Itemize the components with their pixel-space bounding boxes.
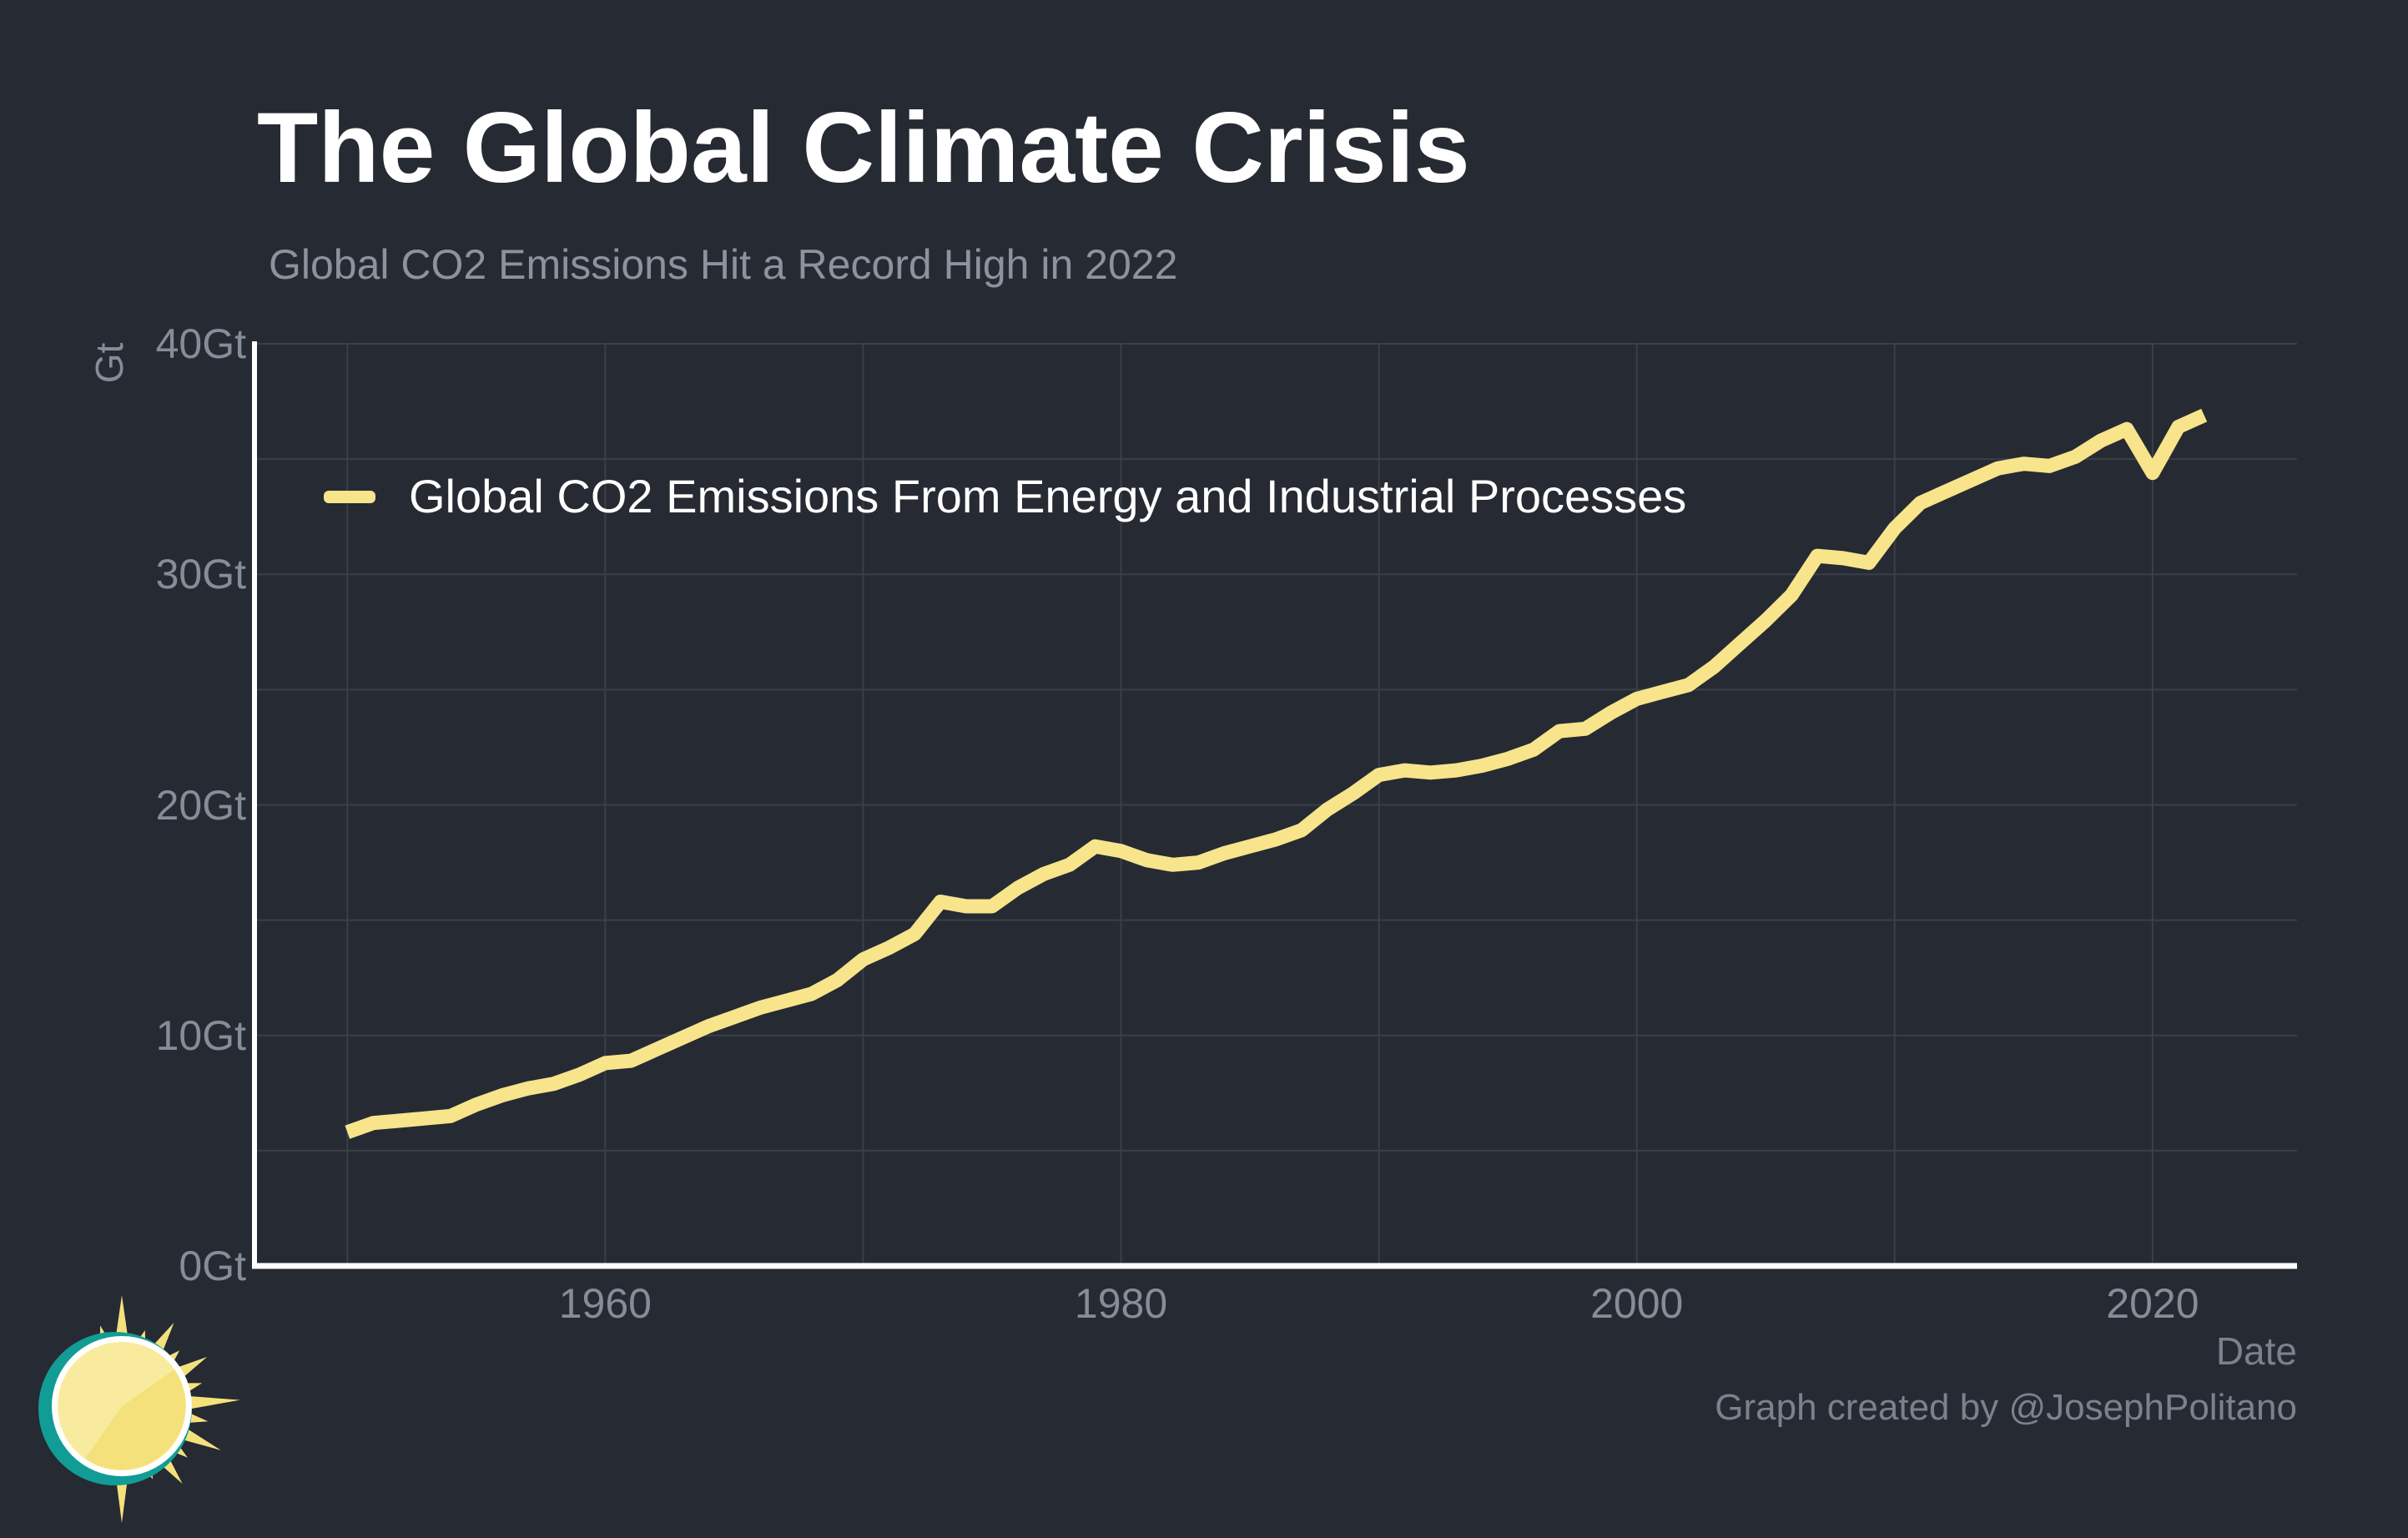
y-tick-label: 20Gt	[155, 781, 246, 829]
x-tick-label: 1980	[1074, 1280, 1168, 1327]
sun-logo	[38, 1295, 240, 1523]
y-axis-title: Gt	[88, 342, 131, 384]
emissions-line	[345, 408, 2208, 1139]
x-tick-label: 2020	[2106, 1280, 2199, 1327]
page-title: The Global Climate Crisis	[257, 92, 1470, 204]
x-axis-title: Date	[2215, 1329, 2297, 1373]
gridlines	[254, 343, 2297, 1266]
page-subtitle: Global CO2 Emissions Hit a Record High i…	[269, 241, 1178, 288]
credit-text: Graph created by @JosephPolitano	[1715, 1387, 2297, 1428]
legend-label: Global CO2 Emissions From Energy and Ind…	[409, 470, 1687, 522]
y-tick-label: 40Gt	[155, 320, 246, 367]
y-tick-label: 10Gt	[155, 1011, 246, 1059]
x-tick-label: 2000	[1590, 1280, 1684, 1327]
y-tick-label: 30Gt	[155, 551, 246, 598]
x-tick-label: 1960	[558, 1280, 652, 1327]
axis-lines	[252, 341, 2297, 1269]
legend: Global CO2 Emissions From Energy and Ind…	[324, 442, 1686, 526]
y-tick-label: 0Gt	[179, 1243, 246, 1289]
legend-swatch	[324, 490, 375, 503]
